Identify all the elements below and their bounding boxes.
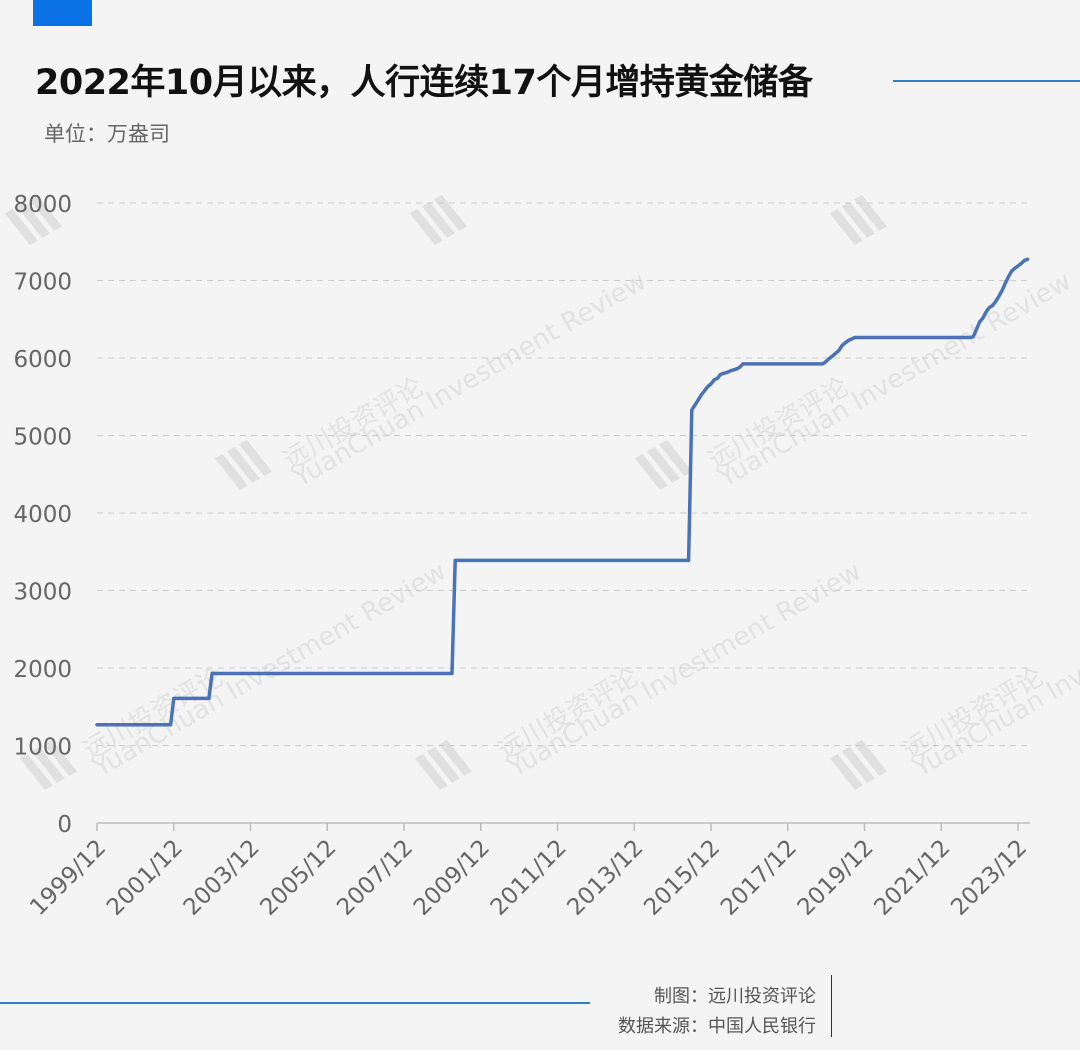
x-tick-label: 1999/12	[25, 835, 111, 921]
x-tick-label: 2011/12	[486, 835, 572, 921]
watermark-mark	[214, 453, 248, 490]
watermark-subtitle: YuanChuan Investment Review	[288, 266, 652, 493]
watermark-subtitle: YuanChuan Investment Review	[713, 266, 1077, 493]
y-tick-label: 3000	[13, 580, 72, 606]
y-tick-label: 5000	[13, 425, 72, 451]
plot-area	[95, 257, 1030, 727]
watermark-mark	[841, 746, 875, 783]
watermark-mark	[829, 208, 863, 245]
watermark-logo	[214, 439, 273, 490]
x-tick-label: 2007/12	[332, 835, 418, 921]
y-axis: 0 1000 2000 3000 4000 5000 6000 7000 8000	[13, 192, 72, 838]
x-tick-label: 2001/12	[102, 835, 188, 921]
watermark-mark	[646, 446, 680, 483]
watermark-mark	[16, 201, 50, 238]
x-tick-label: 2015/12	[639, 835, 725, 921]
watermark-mark	[421, 201, 455, 238]
watermark-mark	[226, 446, 260, 483]
watermark-mark	[634, 453, 668, 490]
title-rule	[893, 80, 1080, 82]
watermark-mark	[854, 739, 888, 776]
x-tick-label: 2021/12	[870, 835, 956, 921]
data-source: 数据来源：中国人民银行	[618, 1016, 816, 1037]
watermark-logo	[829, 194, 888, 245]
watermark-mark	[659, 439, 693, 476]
footer-rule	[0, 1002, 590, 1004]
y-tick-label: 8000	[13, 192, 72, 218]
watermark-mark	[44, 739, 78, 776]
watermark-mark	[426, 746, 460, 783]
y-tick-label: 0	[57, 812, 72, 838]
grid-lines	[97, 202, 1030, 746]
chart-title: 2022年10月以来，人行连续17个月增持黄金储备	[35, 63, 813, 103]
x-tick-label: 2013/12	[563, 835, 649, 921]
watermark-logo	[4, 194, 63, 245]
series-line	[95, 257, 1030, 727]
unit-label: 单位：万盎司	[44, 122, 170, 146]
watermark-mark	[841, 201, 875, 238]
watermark-mark	[29, 194, 63, 231]
watermark-mark	[409, 208, 443, 245]
y-tick-label: 1000	[13, 735, 72, 761]
y-tick-label: 7000	[13, 270, 72, 296]
y-tick-label: 6000	[13, 347, 72, 373]
x-tick-label: 2017/12	[716, 835, 802, 921]
watermark-mark	[829, 753, 863, 790]
watermark-mark	[434, 194, 468, 231]
watermark-logo	[829, 739, 888, 790]
watermark-mark	[414, 753, 448, 790]
watermark-logo	[414, 739, 473, 790]
x-axis: 1999/122001/122003/122005/122007/122009/…	[25, 822, 1032, 921]
watermark-logo	[19, 739, 78, 790]
watermark-mark	[31, 746, 65, 783]
watermark-logo	[409, 194, 468, 245]
x-tick-label: 2003/12	[179, 835, 265, 921]
chart-credit: 制图：远川投资评论	[654, 986, 816, 1007]
watermark-logo	[634, 439, 693, 490]
watermark-mark	[439, 739, 473, 776]
y-tick-label: 2000	[13, 657, 72, 683]
x-tick-label: 2019/12	[793, 835, 879, 921]
watermark-mark	[4, 208, 38, 245]
footer-divider	[831, 975, 832, 1037]
watermark-mark	[19, 753, 53, 790]
x-tick-label: 2023/12	[946, 835, 1032, 921]
watermark-mark	[239, 439, 273, 476]
watermark-mark	[854, 194, 888, 231]
x-tick-label: 2009/12	[409, 835, 495, 921]
y-tick-label: 4000	[13, 502, 72, 528]
x-tick-label: 2005/12	[256, 835, 342, 921]
header-accent-block	[33, 0, 92, 26]
